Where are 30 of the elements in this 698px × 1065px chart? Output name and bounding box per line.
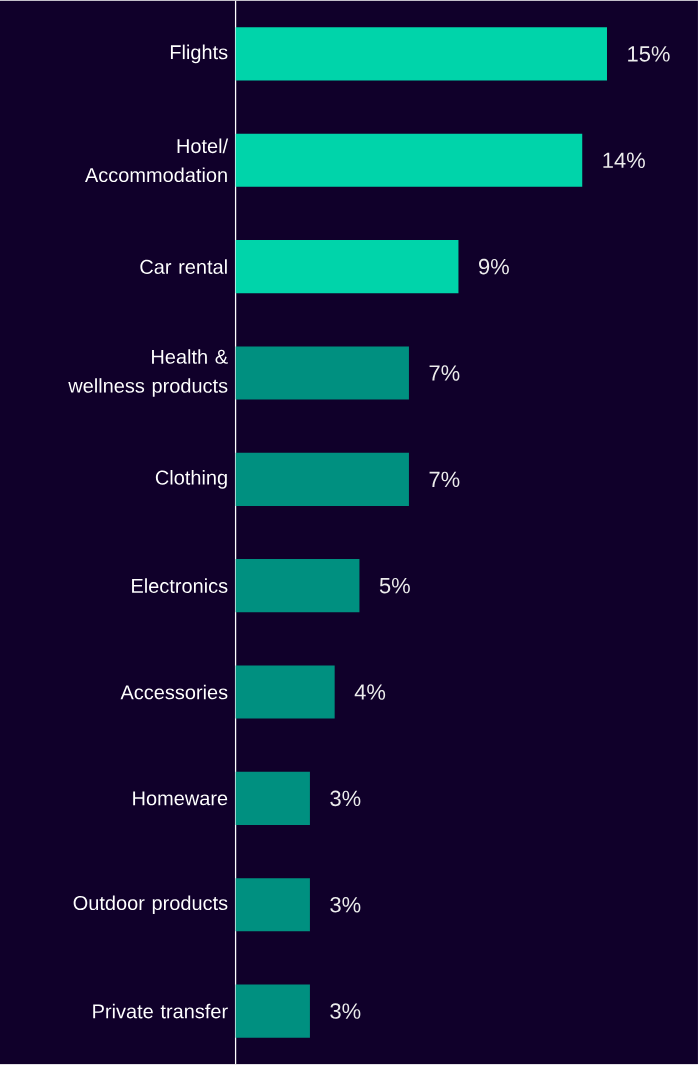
data-label: 3% (330, 896, 361, 913)
data-label: 5% (379, 577, 410, 594)
bar (235, 240, 459, 294)
y-tick-label: Hotel/ Accommodation (84, 138, 229, 183)
y-tick-label: Accessories (120, 684, 228, 700)
y-tick-label: Outdoor products (73, 895, 228, 915)
bar (235, 346, 409, 400)
bar (235, 771, 310, 825)
y-tick-label: Electronics (132, 578, 228, 594)
bar (235, 878, 310, 932)
data-label: 14% (603, 152, 645, 168)
data-label: 9% (479, 258, 509, 275)
data-label: 3% (330, 1003, 361, 1019)
bar (235, 665, 335, 719)
y-tick-label: Clothing (155, 470, 227, 489)
y-tick-label: Health & wellness products (68, 349, 228, 397)
data-label: 3% (330, 790, 361, 807)
data-label: 15% (628, 46, 670, 62)
y-tick-label: Flights (170, 44, 228, 64)
data-label: 7% (429, 471, 460, 488)
bar (235, 452, 409, 506)
y-tick-label: Car rental (140, 259, 227, 274)
data-label: 7% (429, 365, 460, 381)
data-label: 4% (354, 684, 386, 700)
y-tick-label: Homeware (133, 791, 228, 806)
bar (235, 559, 360, 613)
bar (235, 133, 583, 187)
y-tick-label: Private transfer (93, 1003, 228, 1019)
bar (235, 27, 608, 81)
bar (235, 984, 310, 1038)
